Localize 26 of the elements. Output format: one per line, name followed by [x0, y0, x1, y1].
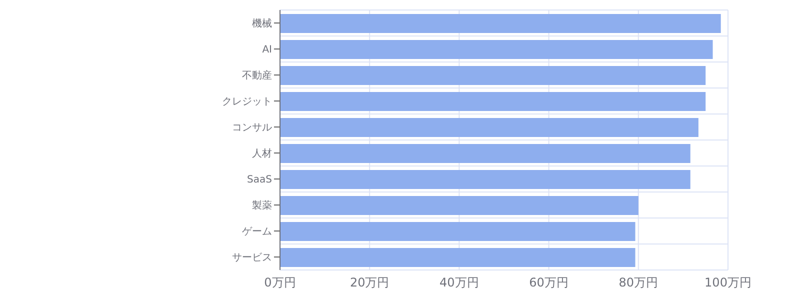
y-tick-label: 機械: [252, 18, 272, 30]
y-tick-label: ゲーム: [242, 226, 272, 238]
bar: [280, 92, 706, 111]
bar: [280, 170, 690, 189]
x-tick-label: 80万円: [618, 276, 658, 290]
bar: [280, 118, 698, 137]
y-tick-label: クレジット: [222, 96, 272, 108]
x-tick-label: 60万円: [529, 276, 568, 290]
bar: [280, 66, 706, 85]
bar: [280, 14, 721, 33]
bar: [280, 196, 638, 215]
y-tick-label: サービス: [232, 252, 272, 264]
x-tick-label: 40万円: [440, 276, 479, 290]
bar: [280, 144, 690, 163]
x-tick-label: 0万円: [264, 276, 296, 290]
x-tick-label: 20万円: [350, 276, 390, 290]
y-tick-label: SaaS: [247, 174, 272, 186]
y-tick-label: 製薬: [252, 200, 272, 212]
y-tick-label: 人材: [252, 148, 272, 160]
bar: [280, 222, 636, 241]
y-tick-label: AI: [262, 44, 272, 56]
bar: [280, 40, 713, 59]
bar: [280, 248, 636, 267]
y-tick-label: コンサル: [232, 122, 272, 134]
x-tick-label: 100万円: [704, 276, 752, 290]
y-tick-label: 不動産: [242, 70, 272, 82]
